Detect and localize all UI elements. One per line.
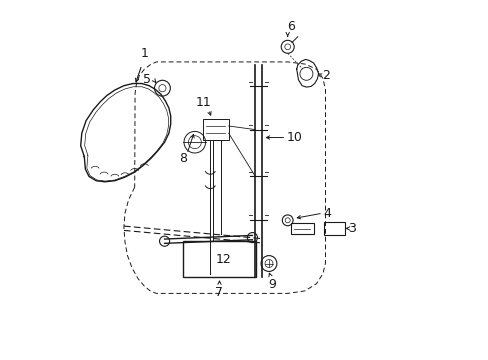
Text: 3: 3: [347, 222, 355, 235]
Text: 7: 7: [215, 286, 223, 299]
Bar: [323, 222, 345, 235]
Text: 12: 12: [215, 253, 230, 266]
Bar: [182, 241, 256, 277]
Text: 10: 10: [286, 131, 302, 144]
Text: 11: 11: [195, 96, 210, 109]
Text: 1: 1: [140, 48, 148, 60]
Bar: [203, 119, 228, 140]
Text: 5: 5: [143, 73, 151, 86]
Text: 2: 2: [321, 69, 329, 82]
Text: 8: 8: [179, 152, 187, 165]
Text: 4: 4: [323, 207, 331, 220]
Text: 9: 9: [268, 278, 276, 291]
Bar: [290, 223, 313, 234]
Text: 6: 6: [286, 20, 294, 33]
